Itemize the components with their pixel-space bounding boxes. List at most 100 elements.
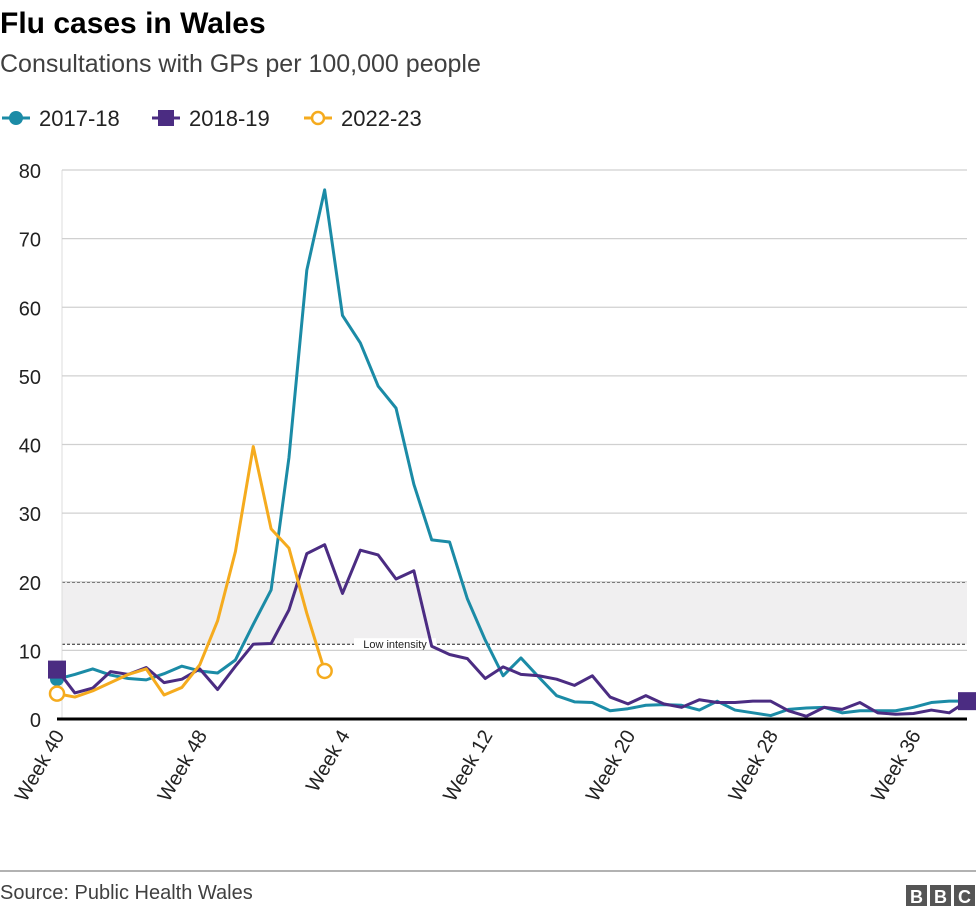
chart-subtitle: Consultations with GPs per 100,000 peopl… — [0, 50, 481, 78]
data-point — [109, 670, 112, 673]
series-line — [56, 188, 967, 718]
data-point — [591, 701, 594, 704]
data-point — [680, 706, 683, 709]
band-fill — [62, 582, 967, 645]
data-point — [216, 619, 219, 622]
data-point — [73, 673, 76, 676]
data-point — [805, 707, 808, 710]
data-point — [234, 658, 237, 661]
data-point — [73, 691, 76, 694]
end-marker — [958, 692, 976, 711]
svg-text:C: C — [958, 887, 971, 907]
circle-marker-icon — [9, 111, 23, 125]
data-point — [91, 667, 94, 670]
data-point — [537, 674, 540, 677]
data-point — [323, 543, 326, 546]
end-marker — [48, 685, 66, 702]
data-point — [216, 672, 219, 675]
x-tick-label: Week 40 — [11, 727, 69, 806]
data-point — [573, 684, 576, 687]
data-point — [305, 612, 308, 615]
data-point — [430, 538, 433, 541]
data-point — [466, 597, 469, 600]
data-point — [127, 677, 130, 680]
data-point — [270, 527, 273, 530]
data-point — [448, 653, 451, 656]
data-point — [841, 708, 844, 711]
svg-text:B: B — [910, 887, 923, 907]
data-point — [270, 642, 273, 645]
data-point — [769, 700, 772, 703]
data-point — [305, 269, 308, 272]
data-point — [198, 663, 201, 666]
data-point — [377, 553, 380, 556]
data-point — [912, 706, 915, 709]
data-point — [448, 540, 451, 543]
data-point — [555, 694, 558, 697]
x-tick-label: Week 36 — [867, 727, 925, 806]
data-point — [858, 701, 861, 704]
y-axis: 0 10 20 30 40 50 60 70 80 — [19, 161, 41, 732]
data-point — [573, 700, 576, 703]
data-point — [609, 696, 612, 699]
data-point — [252, 445, 255, 448]
low-intensity-band: Low intensity — [62, 581, 967, 651]
data-point — [894, 709, 897, 712]
data-point — [287, 456, 290, 459]
data-point — [163, 672, 166, 675]
data-point — [626, 702, 629, 705]
legend-item: 2017-18 — [2, 106, 120, 131]
data-point — [948, 700, 951, 703]
data-point — [252, 623, 255, 626]
data-point — [519, 673, 522, 676]
y-tick-label: 10 — [19, 641, 41, 663]
data-point — [234, 665, 237, 668]
data-point — [876, 711, 879, 714]
open-circle-marker-icon — [310, 110, 326, 126]
data-point — [412, 483, 415, 486]
data-point — [109, 681, 112, 684]
data-point — [395, 578, 398, 581]
data-point — [805, 715, 808, 718]
data-point — [73, 696, 76, 699]
x-tick-label: Week 48 — [154, 727, 212, 806]
y-tick-label: 70 — [19, 230, 41, 252]
gridlines — [61, 169, 967, 719]
data-point — [609, 709, 612, 712]
data-point — [948, 711, 951, 714]
data-point — [270, 588, 273, 591]
data-point — [287, 547, 290, 550]
legend-label: 2017-18 — [39, 106, 120, 131]
y-tick-label: 20 — [19, 573, 41, 595]
legend: 2017-18 2018-19 2022-23 — [2, 106, 422, 131]
data-point — [216, 688, 219, 691]
data-point — [466, 657, 469, 660]
series-2018-19 — [48, 543, 976, 718]
x-tick-label: Week 4 — [302, 727, 355, 796]
data-point — [769, 714, 772, 717]
square-marker-icon — [158, 110, 174, 126]
data-point — [519, 656, 522, 659]
data-point — [163, 681, 166, 684]
data-point — [180, 678, 183, 681]
data-point — [734, 701, 737, 704]
data-point — [626, 707, 629, 710]
data-point — [287, 608, 290, 611]
data-point — [930, 701, 933, 704]
y-tick-label: 40 — [19, 436, 41, 458]
end-marker — [48, 660, 66, 679]
band-label: Low intensity — [363, 639, 427, 651]
data-point — [341, 314, 344, 317]
data-point — [787, 709, 790, 712]
chart-title: Flu cases in Wales — [0, 7, 266, 40]
data-point — [734, 709, 737, 712]
data-point — [377, 385, 380, 388]
data-point — [698, 698, 701, 701]
data-point — [323, 188, 326, 191]
y-tick-label: 60 — [19, 298, 41, 320]
legend-label: 2018-19 — [189, 106, 270, 131]
x-tick-label: Week 28 — [725, 727, 783, 806]
x-axis: Week 40 Week 48 Week 4 Week 12 Week 20 Week 2… — [11, 717, 967, 806]
y-tick-label: 0 — [30, 710, 41, 732]
